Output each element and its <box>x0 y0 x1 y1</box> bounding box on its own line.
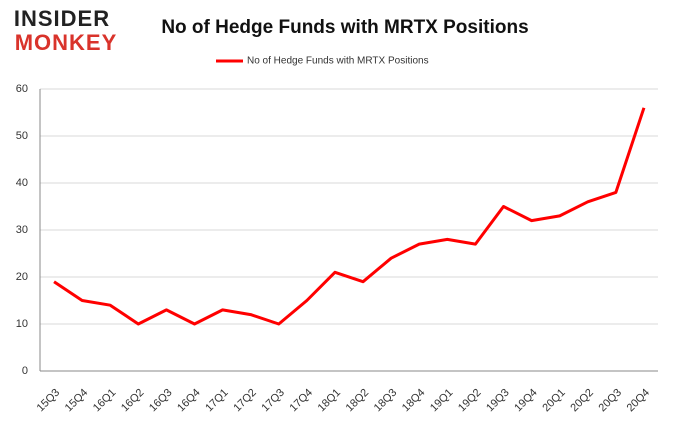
logo-top: INSIDER <box>14 6 110 31</box>
x-tick-label: 16Q2 <box>119 387 147 415</box>
x-tick-label: 17Q1 <box>203 387 231 415</box>
x-tick-label: 16Q1 <box>91 387 119 415</box>
x-tick-label: 17Q3 <box>259 387 287 415</box>
x-tick-label: 19Q2 <box>456 387 484 415</box>
x-tick-label: 17Q4 <box>288 387 316 415</box>
x-tick-label: 19Q3 <box>484 387 512 415</box>
x-tick-label: 19Q4 <box>512 387 540 415</box>
x-tick-label: 18Q4 <box>400 387 428 415</box>
x-tick-label: 16Q4 <box>175 387 203 415</box>
x-tick-label: 16Q3 <box>147 387 175 415</box>
x-tick-label: 18Q2 <box>344 387 372 415</box>
x-tick-label: 17Q2 <box>231 387 259 415</box>
x-tick-label: 19Q1 <box>428 387 456 415</box>
x-tick-label: 15Q3 <box>35 387 63 415</box>
x-tick-label: 18Q3 <box>372 387 400 415</box>
legend-label: No of Hedge Funds with MRTX Positions <box>247 56 429 67</box>
x-tick-label: 18Q1 <box>316 387 344 415</box>
x-tick-label: 20Q3 <box>597 387 625 415</box>
y-tick-label: 0 <box>22 365 28 377</box>
y-tick-label: 30 <box>16 224 28 236</box>
y-tick-label: 50 <box>16 130 28 142</box>
x-tick-label: 20Q4 <box>625 387 653 415</box>
x-tick-label: 20Q1 <box>540 387 568 415</box>
chart-title: No of Hedge Funds with MRTX Positions <box>161 17 528 38</box>
x-tick-label: 20Q2 <box>568 387 596 415</box>
y-tick-label: 10 <box>16 318 28 330</box>
y-tick-label: 40 <box>16 177 28 189</box>
data-line <box>53 107 646 326</box>
x-tick-label: 15Q4 <box>63 387 91 415</box>
y-tick-label: 20 <box>16 271 28 283</box>
y-tick-label: 60 <box>16 83 28 95</box>
logo-bottom: MONKEY <box>15 30 118 55</box>
